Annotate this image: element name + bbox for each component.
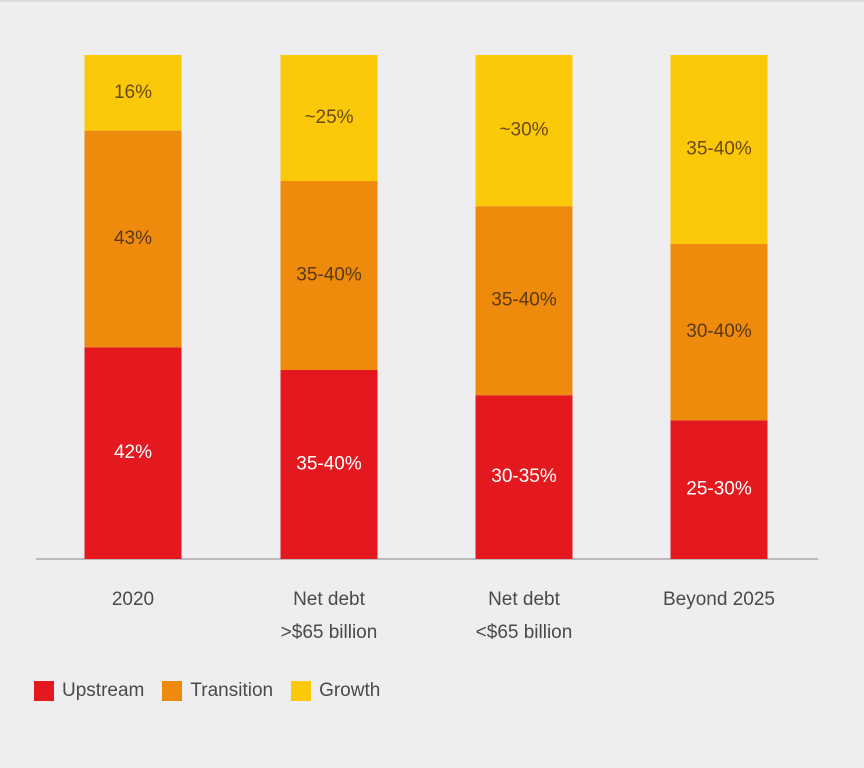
legend-label-transition: Transition [190,680,274,701]
bar-segment-transition [475,206,573,396]
bar-segment-growth [670,55,768,244]
bar-segment-transition [84,130,182,348]
segment-value-label: ~30% [499,120,548,141]
segment-value-label: 43% [114,228,152,249]
category-tick-label: Net debt [293,589,366,610]
segment-value-label: 35-40% [296,265,362,286]
category-tick-label: 2020 [112,589,154,610]
legend-swatch-transition [162,681,183,701]
bar-segment-upstream [280,370,378,559]
category-tick-label: Beyond 2025 [663,589,775,610]
legend-label-upstream: Upstream [62,680,145,701]
category-labels-group: 2020 Net debt >$65 billion Net debt <$65 bil… [112,589,775,643]
legend: Upstream Transition Growth [34,680,380,702]
category-tick-label: Net debt [488,589,561,610]
bar-segment-growth [84,55,182,131]
segment-value-label: 35-40% [686,139,752,160]
segment-value-label: 35-40% [296,454,362,475]
legend-label-growth: Growth [319,680,381,701]
bar-segment-upstream [475,395,573,559]
category-tick-label: >$65 billion [281,622,378,643]
bar-segment-growth [280,55,378,181]
legend-swatch-upstream [34,681,54,701]
bar-segment-transition [670,244,768,421]
bar-segment-transition [280,181,378,370]
segment-value-label: 30-35% [491,466,557,487]
bar-segment-upstream [670,420,768,559]
bars-group [84,55,768,559]
legend-swatch-growth [291,681,312,701]
segment-labels-group: 42% 43% 16% 35-40% 35-40% ~25% 30-35% 35-40% ~30… [114,82,752,500]
segment-value-label: 30-40% [686,321,752,342]
bar-segment-upstream [84,347,182,559]
segment-value-label: 25-30% [686,479,752,500]
segment-value-label: 42% [114,442,152,463]
segment-value-label: 35-40% [491,290,557,311]
legend-item-upstream: Upstream [34,680,144,702]
segment-value-label: 16% [114,82,152,103]
legend-item-growth: Growth [291,680,380,702]
bar-segment-growth [475,55,573,207]
segment-value-label: ~25% [304,107,353,128]
legend-item-transition: Transition [162,680,273,702]
category-tick-label: <$65 billion [476,622,573,643]
